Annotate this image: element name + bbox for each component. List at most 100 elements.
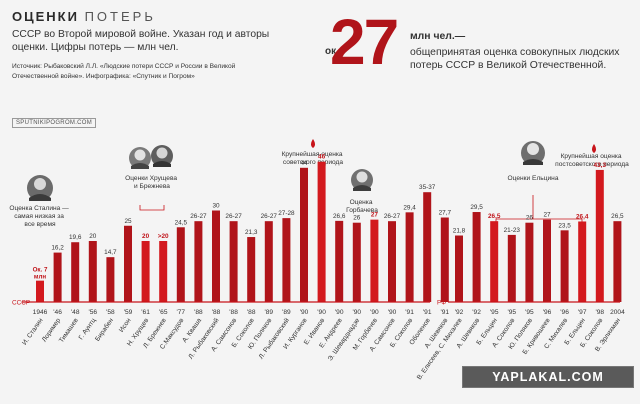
year-label: '95 xyxy=(525,309,534,316)
brezhnev-portrait xyxy=(151,145,173,167)
bar xyxy=(264,221,273,302)
bar xyxy=(247,237,256,302)
yeltsin-portrait xyxy=(521,141,545,165)
annotation-khrushchev: Оценки Хрущева и Брежнева xyxy=(125,175,179,190)
axis-label-rf: РФ xyxy=(437,300,446,307)
value-label: 21,8 xyxy=(453,228,466,235)
stalin-portrait xyxy=(27,175,53,201)
value-label: 26-27 xyxy=(190,213,207,220)
brand-label: SPUTNIKIPOGROM.COM xyxy=(12,118,97,128)
annotation-layer: Оценка Сталина — самая низкая за все вре… xyxy=(9,139,629,228)
value-label: 26 xyxy=(353,215,361,222)
value-label: 43,3 xyxy=(594,162,607,169)
year-label: '91 xyxy=(441,309,450,316)
annotation-stalin: Оценка Сталина — самая низкая за все вре… xyxy=(9,205,70,228)
year-label: '88 xyxy=(247,309,256,316)
year-label: '90 xyxy=(300,309,309,316)
value-label: 20 xyxy=(142,233,150,240)
bar xyxy=(440,217,449,302)
title-word-1: ОЦЕНКИ xyxy=(12,9,79,24)
blood-drop-icon-2 xyxy=(592,144,596,153)
bar xyxy=(159,241,168,302)
author-label: И. Сталин xyxy=(21,317,45,347)
value-label: 26,6 xyxy=(333,213,346,220)
bar xyxy=(370,219,379,302)
author-label: Бирабен xyxy=(93,316,115,342)
year-label: '90 xyxy=(370,309,379,316)
value-label: 14,7 xyxy=(104,249,117,256)
value-label: 26,5 xyxy=(611,213,624,220)
value-label: 27 xyxy=(543,212,551,219)
year-label: '89 xyxy=(265,309,274,316)
year-label: 2004 xyxy=(610,309,625,316)
bar xyxy=(141,241,150,302)
value-label: 27,7 xyxy=(439,210,452,217)
year-label: '77 xyxy=(177,309,186,316)
bar xyxy=(71,242,80,302)
bar xyxy=(388,221,396,302)
annotation-post-max: Крупнейшая оценка постсоветского периода xyxy=(555,152,629,168)
value-label: 29,4 xyxy=(403,204,416,211)
headline-prefix: ок. xyxy=(325,46,339,57)
bar xyxy=(455,235,463,302)
value-label: 35-37 xyxy=(419,184,436,191)
value-label: 27 xyxy=(371,212,379,219)
author-label: Л. Рыбаковский xyxy=(257,316,291,360)
value-label: 16,2 xyxy=(51,245,64,252)
year-label: '92 xyxy=(472,309,481,316)
bar xyxy=(560,230,569,302)
bar xyxy=(88,241,97,302)
year-label: '48 xyxy=(71,309,80,316)
value-label: 30 xyxy=(212,203,220,210)
blood-drop-icon xyxy=(311,139,315,148)
year-label: '90 xyxy=(335,309,344,316)
title-word-2: ПОТЕРЬ xyxy=(84,9,156,24)
annotation-soviet-max: Крупнейшая оценка советского периода xyxy=(282,150,345,166)
value-label: 26-27 xyxy=(384,213,401,220)
year-label: '96 xyxy=(560,309,569,316)
value-label: 26,5 xyxy=(488,213,501,220)
year-label: '95 xyxy=(490,309,499,316)
year-label: '96 xyxy=(543,309,552,316)
value-label: 25 xyxy=(124,218,132,225)
year-label: '59 xyxy=(124,309,133,316)
value-label: 26 xyxy=(526,215,534,222)
year-label: '61 xyxy=(141,309,150,316)
annotation-gorbachev: Оценка Горбачева xyxy=(346,199,378,214)
bar xyxy=(300,167,308,302)
bar xyxy=(317,161,326,302)
value-label: 24,5 xyxy=(175,219,188,226)
year-label: '46 xyxy=(53,309,62,316)
author-label: Л. Рыбаковский xyxy=(187,316,221,360)
bar xyxy=(472,212,481,302)
bar xyxy=(194,221,203,302)
page-title: ОЦЕНКИ ПОТЕРЬ xyxy=(12,9,156,24)
year-label: '98 xyxy=(596,309,605,316)
bar xyxy=(124,225,132,302)
bar xyxy=(36,280,44,302)
year-label: '97 xyxy=(578,309,587,316)
bar xyxy=(595,169,604,302)
bar xyxy=(423,192,432,302)
khrushchev-portrait xyxy=(129,147,151,169)
bar xyxy=(507,234,516,302)
value-label: 26-27 xyxy=(225,213,242,220)
year-label: '91 xyxy=(423,309,432,316)
headline-description: общепринятая оценка совокупных людских п… xyxy=(410,47,620,71)
value-label: 26,4 xyxy=(576,213,589,220)
value-label: 44 xyxy=(300,160,308,167)
bar xyxy=(525,222,534,302)
year-label: '56 xyxy=(89,309,98,316)
gorbachev-portrait xyxy=(351,169,373,191)
year-label: '89 xyxy=(282,309,291,316)
value-label: 23,5 xyxy=(558,222,571,229)
source-note: Источник: Рыбаковский Л.Л. «Людские поте… xyxy=(12,63,236,80)
bar xyxy=(212,210,220,302)
value-label: Ок. 7 млн xyxy=(33,267,48,281)
value-label: 20 xyxy=(89,233,97,240)
yeltsin-bracket xyxy=(495,195,583,223)
bar xyxy=(106,257,115,302)
